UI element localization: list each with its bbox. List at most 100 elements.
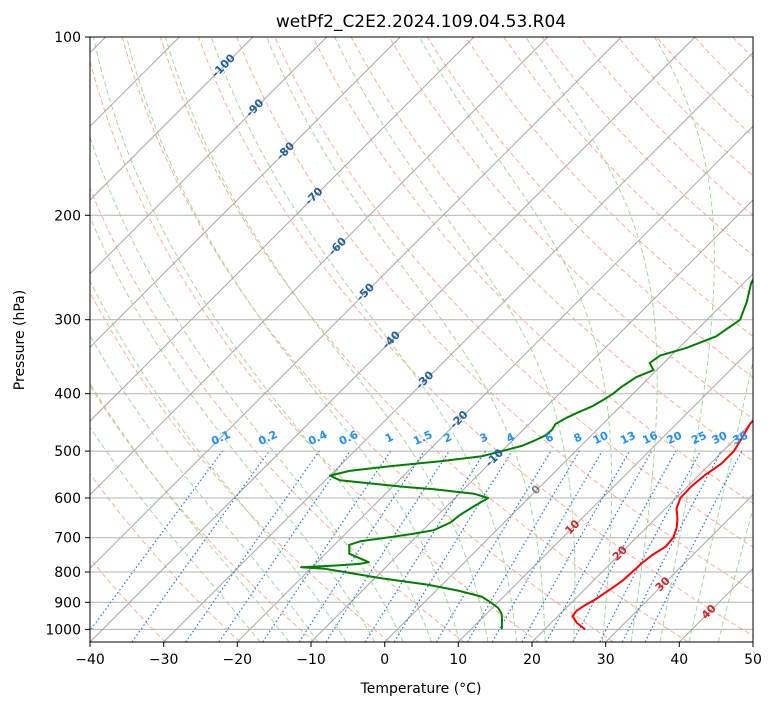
series-layer [300, 278, 753, 631]
plot-frame [89, 36, 754, 643]
dry-adiabat [90, 472, 241, 642]
chart-title: wetPf2_C2E2.2024.109.04.53.R04 [276, 12, 566, 32]
y-tick-label: 700 [54, 531, 81, 547]
isotherm-line [90, 37, 328, 275]
temperature-profile [571, 419, 753, 631]
x-tick-label: −20 [223, 652, 253, 668]
y-tick-label: 800 [54, 565, 81, 581]
isotherm-line [90, 37, 401, 349]
dry-adiabat [274, 37, 753, 548]
mixing-ratio-line [218, 450, 351, 642]
x-tick-label: −10 [296, 652, 326, 668]
mixing-ratio-line [644, 450, 743, 642]
mixing-ratio-label: 13 [618, 429, 637, 447]
isotherm-line [531, 420, 753, 642]
mixing-ratio-label: 20 [665, 429, 685, 447]
y-tick-label: 500 [54, 444, 81, 460]
moist-adiabat [688, 358, 753, 642]
mixing-ratio-label: 0.4 [306, 428, 329, 448]
isotherm-line [752, 641, 753, 642]
moist-adiabat [334, 37, 576, 642]
mixing-ratio-line [521, 450, 631, 642]
moist-adiabat [90, 382, 290, 642]
isotherm-line [163, 51, 753, 642]
y-tick-label: 200 [54, 208, 81, 224]
moist-adiabat [90, 426, 261, 642]
dry-adiabat [236, 37, 753, 592]
axes: −40 −30 −20 −10 0 10 20 30 40 5010020030040050060… [45, 30, 762, 668]
mixing-ratio-label: 6 [543, 430, 556, 445]
x-axis-label: Temperature (°C) [360, 681, 482, 697]
dry-adiabat [90, 557, 166, 642]
x-tick-label: 20 [523, 652, 541, 668]
moist-adiabat [164, 37, 489, 642]
y-tick-label: 600 [54, 491, 81, 507]
mixing-ratio-line [262, 450, 392, 642]
dry-adiabat [198, 37, 753, 637]
mixing-ratio-label: 0.2 [256, 428, 279, 448]
y-tick-label: 100 [54, 30, 81, 46]
x-tick-label: 0 [380, 652, 389, 668]
x-tick-label: −40 [75, 652, 105, 668]
mixing-ratio-line [131, 450, 270, 642]
dry-adiabat [503, 37, 753, 297]
mixing-ratio-label: 0.6 [337, 428, 360, 448]
moist-adiabat [90, 215, 376, 642]
mixing-ratio-label: 2 [442, 430, 454, 445]
mixing-ratio-label: 25 [689, 429, 708, 447]
mixing-ratio-line [545, 450, 653, 642]
x-tick-label: 40 [670, 652, 688, 668]
moist-adiabat [654, 37, 715, 642]
y-tick-label: 400 [54, 387, 81, 403]
isotherm-line [236, 125, 753, 642]
moist-adiabat [210, 37, 517, 642]
dry-adiabat [656, 37, 753, 138]
dry-adiabat [350, 37, 753, 462]
isotherm-line [90, 37, 696, 642]
moist-adiabat [90, 135, 404, 642]
y-tick-label: 900 [54, 595, 81, 611]
moist-adiabat [717, 506, 753, 642]
isotherm-line [90, 37, 622, 570]
y-tick-label: 1000 [45, 622, 81, 638]
moist-adiabat [90, 334, 319, 642]
y-axis-label: Pressure (hPa) [12, 290, 28, 390]
isotherm-line [90, 37, 254, 201]
y-tick-label: 300 [54, 313, 81, 329]
x-tick-label: 30 [597, 652, 615, 668]
x-tick-label: 10 [449, 652, 467, 668]
mixing-ratio-label: 10 [591, 429, 611, 447]
mixing-ratio-line [298, 450, 425, 642]
moist-adiabat [418, 37, 613, 642]
moist-adiabat [126, 37, 461, 642]
dry-adiabat [732, 37, 753, 59]
mixing-ratio-line [572, 450, 677, 642]
dry-adiabat [426, 37, 753, 378]
moist-adiabat [525, 37, 658, 642]
mixing-ratio-label: 36 [731, 429, 751, 447]
dry-adiabat [90, 186, 465, 642]
mixing-ratio-label: 16 [640, 429, 660, 447]
mixing-ratio-label: 1 [383, 430, 395, 445]
isotherm-line [90, 37, 549, 496]
mixing-ratio-line [435, 450, 552, 642]
mixing-ratio-line [185, 450, 320, 642]
moist-adiabat [92, 37, 432, 642]
isotherm-line [90, 37, 475, 422]
dry-adiabat [90, 291, 390, 642]
moist-adiabat [266, 37, 546, 642]
mixing-ratio-line [325, 450, 450, 642]
dry-adiabat [90, 384, 316, 642]
x-tick-label: −30 [149, 652, 179, 668]
isotherm-line [457, 346, 753, 642]
mixing-ratio-label: 0.1 [209, 428, 232, 448]
dry-adiabat [388, 37, 753, 420]
dewpoint-profile [300, 278, 753, 630]
mixing-ratio-line [393, 450, 513, 642]
mixing-ratio-label: 30 [710, 429, 730, 447]
dry-adiabat [90, 59, 540, 642]
isotherm-label: -90 [243, 96, 266, 119]
dry-adiabat [771, 37, 775, 642]
